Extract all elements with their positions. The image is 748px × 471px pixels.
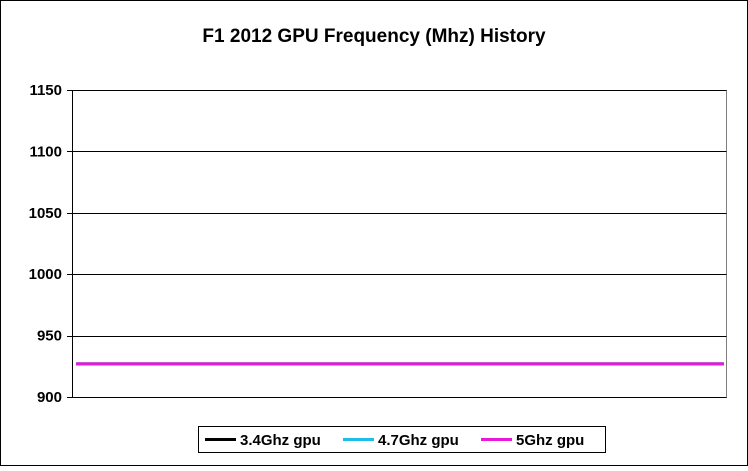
y-tick-label: 1100: [29, 143, 62, 160]
plot-background: [72, 90, 727, 398]
chart-title: F1 2012 GPU Frequency (Mhz) History: [202, 26, 546, 47]
y-axis-ticks: 900 950 1000 1050 1100 1150: [29, 82, 62, 406]
legend-label-4-7ghz: 4.7Ghz gpu: [378, 432, 459, 449]
legend-label-5ghz: 5Ghz gpu: [516, 432, 584, 449]
y-tick-label: 950: [37, 328, 62, 345]
legend-box: [198, 426, 606, 453]
y-tick-label: 900: [37, 389, 62, 406]
y-tick-label: 1000: [29, 266, 62, 283]
y-tick-label: 1050: [29, 205, 62, 222]
y-tick-label: 1150: [29, 82, 62, 99]
legend-label-3-4ghz: 3.4Ghz gpu: [240, 432, 321, 449]
legend: 3.4Ghz gpu 4.7Ghz gpu 5Ghz gpu: [198, 426, 606, 453]
plot-area: [67, 90, 727, 398]
